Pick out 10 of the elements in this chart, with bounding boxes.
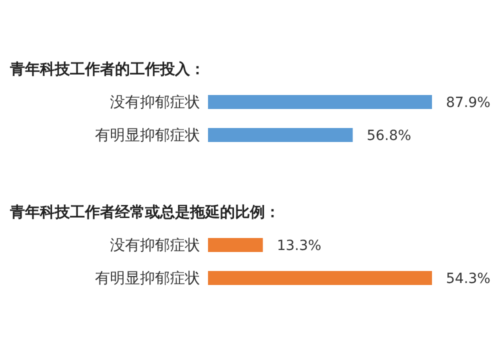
data-label: 87.9% [446, 94, 490, 111]
y-tick-label: 没有抑郁症状 [110, 92, 200, 111]
data-label: 56.8% [366, 128, 412, 144]
data-label: 54.3% [446, 270, 490, 287]
chart-title: 青年科技工作者的工作投入： [9, 60, 206, 80]
y-tick-label: 有明显抑郁症状 [95, 268, 200, 287]
y-tick-label: 没有抑郁症状 [110, 236, 200, 254]
y-tick-label: 有明显抑郁症状 [95, 126, 200, 144]
chart-title: 青年科技工作者经常或总是拖延的比例： [9, 203, 281, 223]
data-label: 13.3% [276, 238, 322, 254]
